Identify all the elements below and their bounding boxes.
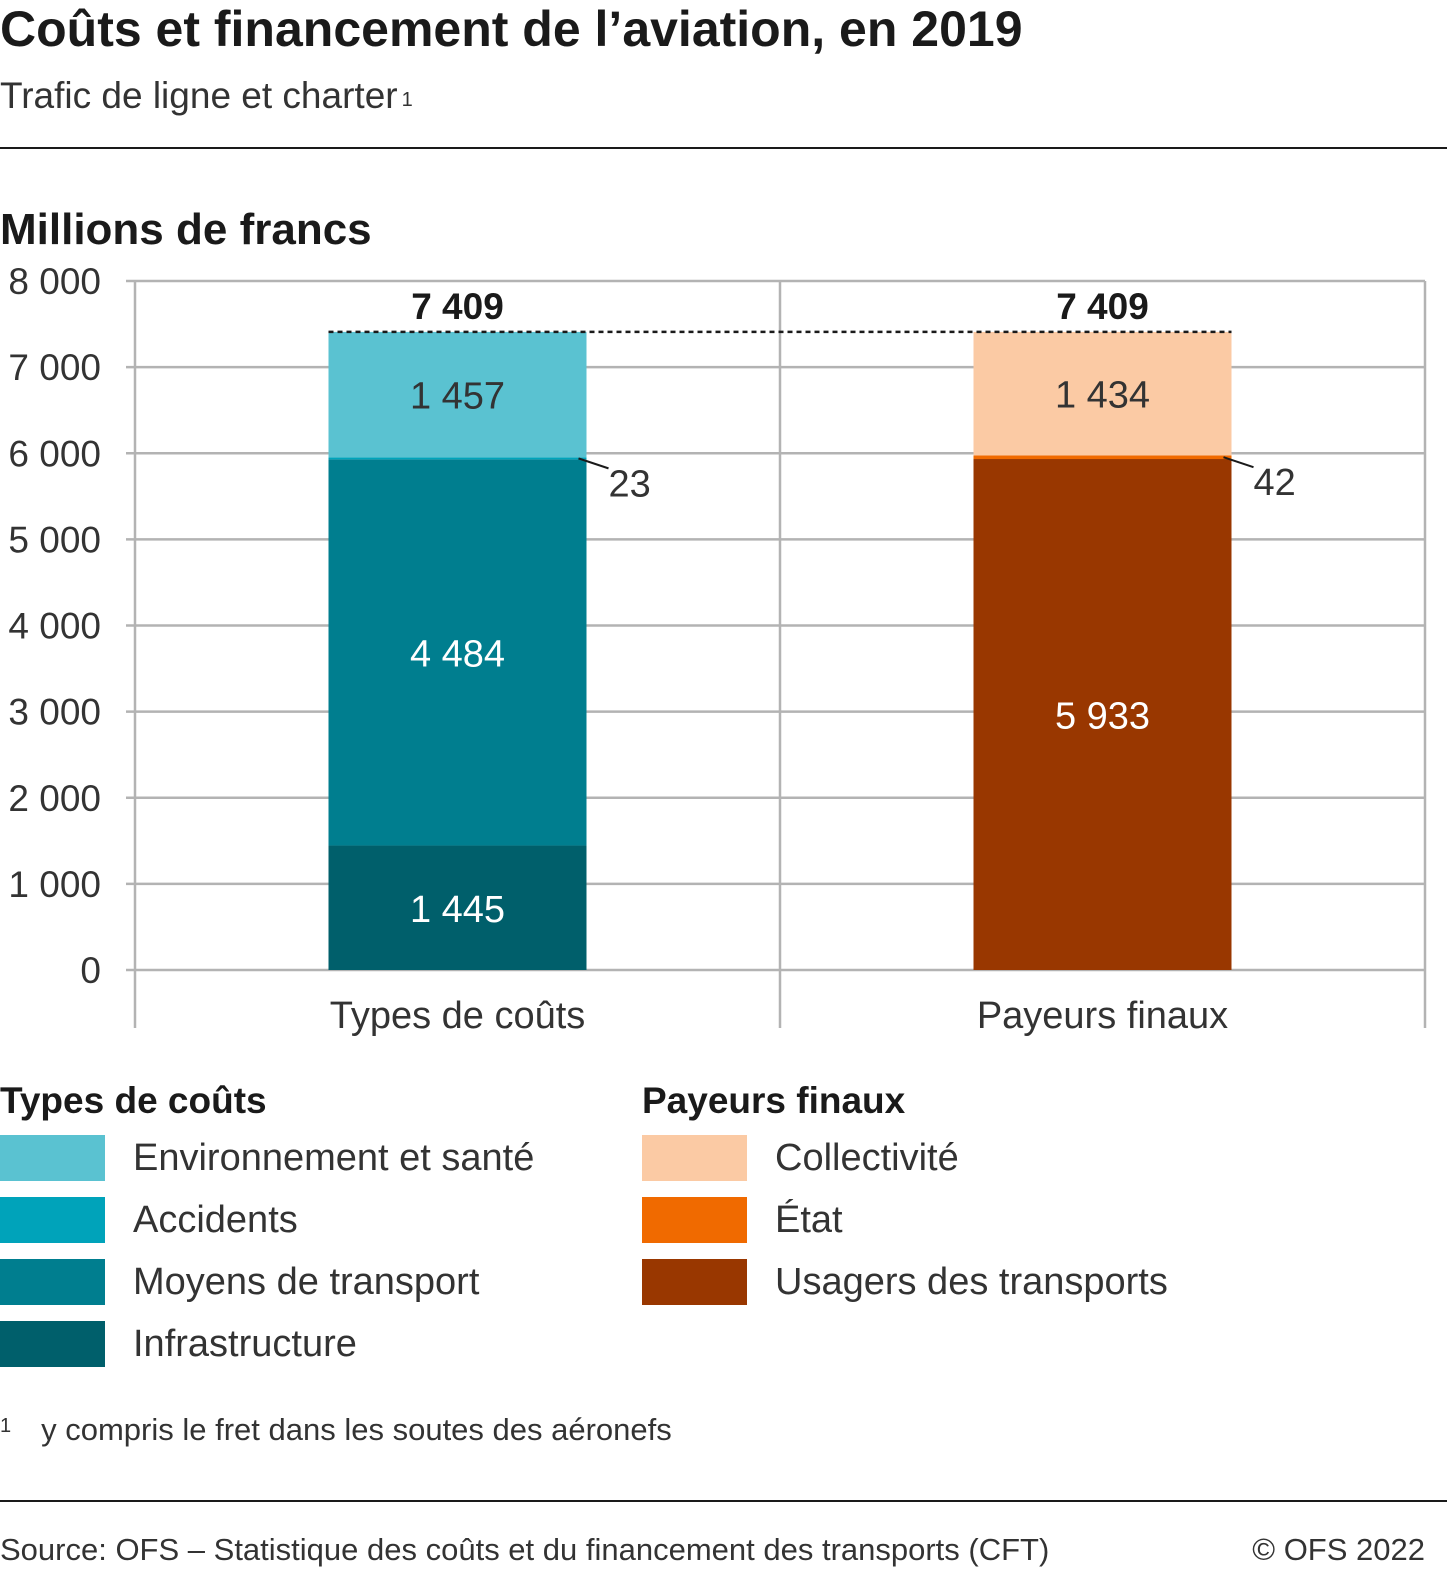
legend-swatch <box>642 1197 747 1243</box>
legend-swatch <box>0 1197 105 1243</box>
legend-swatch <box>0 1135 105 1181</box>
y-tick-label: 3 000 <box>8 692 101 733</box>
bar-segment-label: 1 457 <box>410 376 505 418</box>
chart-title: Coûts et financement de l’aviation, en 2… <box>0 1 1023 57</box>
legend-label: Collectivité <box>775 1137 959 1179</box>
legend-label: Environnement et santé <box>133 1137 535 1179</box>
bar-segment <box>328 457 587 460</box>
bar-segment <box>973 459 1232 970</box>
unit-label: Millions de francs <box>0 205 372 254</box>
footnote-mark: 1 <box>0 1415 12 1437</box>
chart-subtitle: Trafic de ligne et charter 1 <box>0 74 413 118</box>
source-text: Source: OFS – Statistique des coûts et d… <box>0 1532 1050 1567</box>
subtitle-text: Trafic de ligne et charter <box>0 75 398 116</box>
legend-label: Infrastructure <box>133 1323 357 1365</box>
legend-swatch <box>642 1135 747 1181</box>
x-category-label: Payeurs finaux <box>977 995 1228 1037</box>
top-divider <box>0 147 1447 149</box>
y-tick-label: 7 000 <box>8 347 101 388</box>
bottom-divider <box>0 1500 1447 1502</box>
legend-swatch <box>0 1259 105 1305</box>
legend-swatch <box>642 1259 747 1305</box>
legend-swatch <box>0 1321 105 1367</box>
bar-segment <box>328 459 587 846</box>
bar-segment-label: 23 <box>609 463 651 505</box>
copyright-text: © OFS 2022 <box>1252 1532 1425 1567</box>
callout-leader <box>1223 456 1254 469</box>
legend-label: Usagers des transports <box>775 1261 1168 1303</box>
legend-label: Accidents <box>133 1199 298 1241</box>
footnote: 1 y compris le fret dans les soutes des a… <box>0 1410 672 1450</box>
y-tick-label: 6 000 <box>8 433 101 474</box>
subtitle-footnote-mark: 1 <box>401 89 413 111</box>
bar-segment-label: 4 484 <box>410 633 505 675</box>
bar-segment <box>328 845 587 970</box>
bar-segment <box>973 331 1232 456</box>
bar-total-label: 7 409 <box>411 286 504 327</box>
bar-segment-label: 5 933 <box>1055 696 1150 738</box>
bar-segment-label: 1 434 <box>1055 375 1150 417</box>
legend-label: Moyens de transport <box>133 1261 480 1303</box>
y-tick-label: 4 000 <box>8 606 101 647</box>
legend-label: État <box>775 1199 843 1241</box>
y-tick-label: 0 <box>80 950 101 991</box>
y-tick-label: 5 000 <box>8 519 101 560</box>
y-tick-label: 2 000 <box>8 778 101 819</box>
bar-segment <box>328 331 587 458</box>
y-tick-label: 1 000 <box>8 864 101 905</box>
footnote-text: y compris le fret dans les soutes des aé… <box>41 1412 672 1447</box>
stacked-bar-chart: 0 1 000 2 000 3 000 4 000 5 000 6 000 7 000 8 00… <box>8 261 1427 1037</box>
callout-leader <box>578 457 609 470</box>
legend-group-title: Types de coûts <box>0 1080 267 1121</box>
bar-segment-label: 1 445 <box>410 889 505 931</box>
legend-group-title: Payeurs finaux <box>642 1080 906 1121</box>
x-category-label: Types de coûts <box>330 995 586 1037</box>
bar-segment-label: 42 <box>1254 462 1296 504</box>
bar-segment <box>973 455 1232 460</box>
bar-total-label: 7 409 <box>1056 286 1149 327</box>
y-tick-label: 8 000 <box>8 261 101 302</box>
